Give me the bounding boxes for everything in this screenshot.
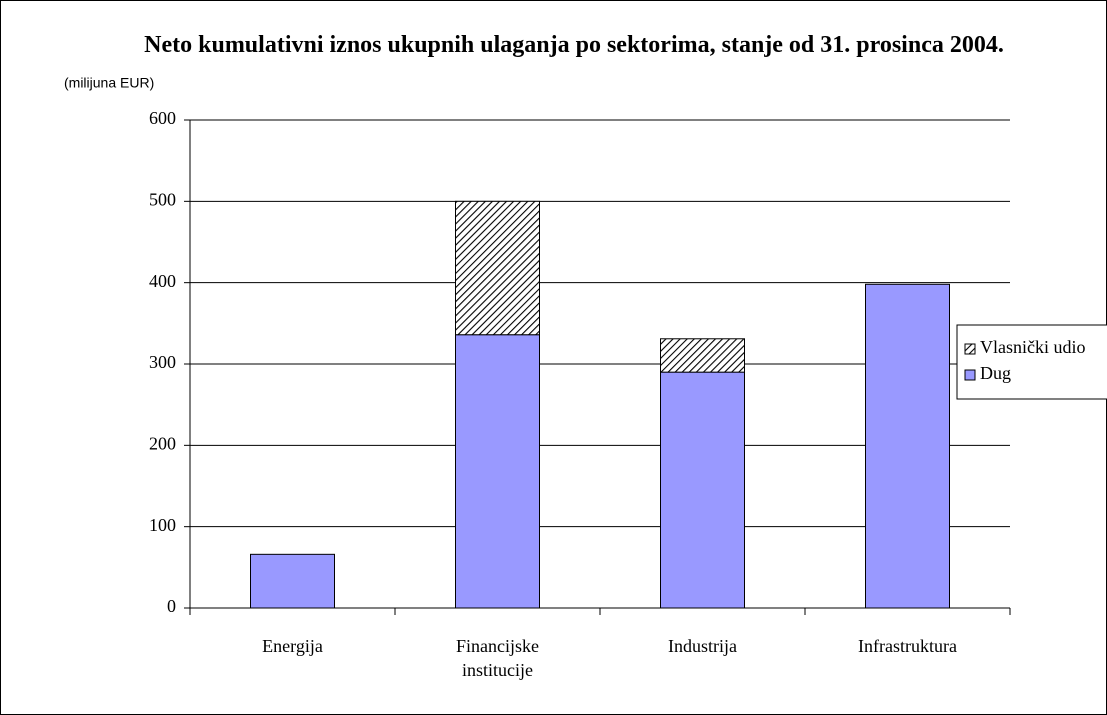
x-tick-label: Energija: [262, 636, 323, 656]
bar-segment: [660, 371, 745, 609]
x-tick-label: Industrija: [668, 636, 737, 656]
chart-title: Neto kumulativni iznos ukupnih ulaganja …: [144, 32, 1004, 58]
legend-label: Vlasnički udio: [980, 337, 1086, 357]
y-axis-label: (milijuna EUR): [64, 75, 154, 91]
y-tick-label: 0: [167, 596, 176, 616]
x-tick-label: Financijske institucije: [456, 636, 539, 680]
bar-segment: [250, 553, 335, 609]
y-tick-label: 400: [149, 271, 176, 291]
y-tick-label: 100: [149, 515, 176, 535]
legend-swatch: [964, 369, 976, 381]
x-tick-label: Infrastruktura: [858, 636, 957, 656]
bar-segment: [455, 200, 540, 336]
bar-segment: [865, 283, 950, 609]
y-tick-label: 300: [149, 352, 176, 372]
legend-label: Dug: [980, 363, 1011, 383]
legend-box: [956, 324, 1107, 400]
y-tick-label: 200: [149, 433, 176, 453]
y-tick-label: 600: [149, 108, 176, 128]
bar-segment: [455, 334, 540, 609]
bar-segment: [660, 338, 745, 373]
legend-swatch: [964, 343, 976, 355]
y-tick-label: 500: [149, 189, 176, 209]
